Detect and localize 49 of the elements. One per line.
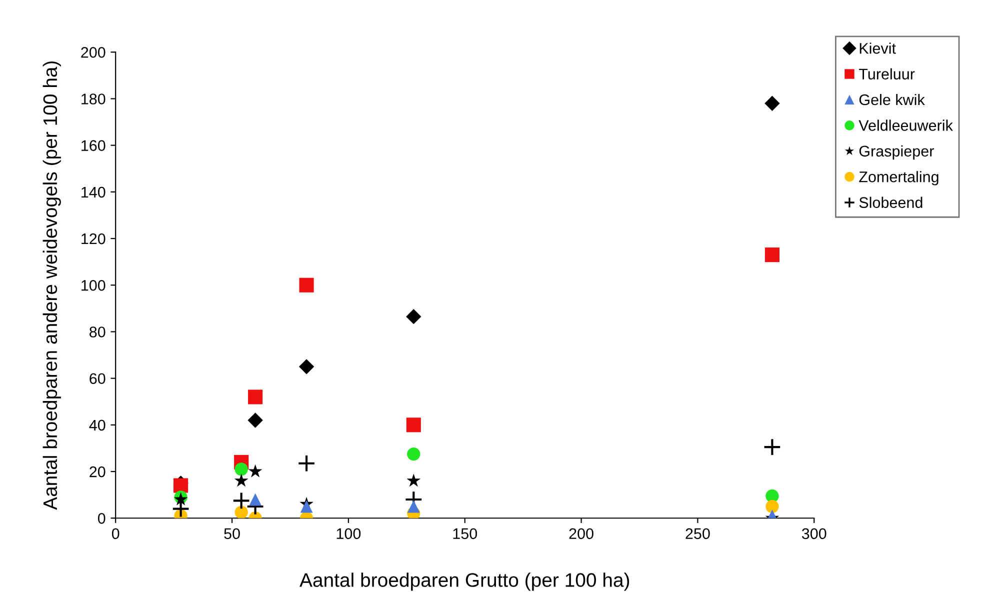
x-tick-label: 250: [686, 528, 710, 540]
point: [406, 308, 422, 324]
point: [174, 478, 188, 493]
point: [764, 96, 780, 111]
y-tick-label: 100: [82, 280, 106, 291]
point: [234, 474, 248, 487]
x-tick-label: 50: [224, 528, 240, 540]
x-axis-title: Aantal broedparen Grutto (per 100 ha): [300, 572, 630, 591]
y-tick-label: 20: [90, 466, 106, 478]
legend-label: Slobeend: [859, 196, 922, 208]
point: [249, 493, 262, 506]
point: [298, 359, 314, 374]
point: [298, 454, 316, 472]
point: [248, 464, 262, 478]
point: [406, 474, 421, 487]
y-tick-label: 180: [82, 94, 106, 104]
point: [407, 447, 420, 461]
legend-label: Zomertaling: [859, 171, 938, 186]
point: [234, 462, 248, 476]
y-tick-label: 160: [82, 140, 106, 152]
y-tick-label: 140: [82, 186, 106, 198]
x-tick-label: 100: [336, 528, 361, 540]
y-tick-label: 60: [90, 373, 106, 384]
legend-label: Tureluur: [858, 68, 915, 80]
point: [764, 248, 780, 262]
point: [407, 500, 420, 513]
point: [248, 412, 263, 428]
y-tick-label: 0: [98, 513, 106, 524]
legend-label: Veldleeuwerik: [858, 120, 953, 131]
point: [766, 500, 779, 514]
legend-label: Kievit: [860, 42, 896, 54]
legend-label: Graspieper: [859, 145, 934, 160]
point: [232, 492, 250, 510]
point: [300, 500, 313, 513]
x-tick-label: 150: [453, 528, 478, 540]
point: [763, 438, 782, 456]
y-axis-title: Aantal broedparen andere weidevogels (per 100 ha): [42, 61, 61, 510]
point: [406, 418, 421, 432]
point: [299, 278, 314, 292]
point: [248, 390, 263, 404]
y-tick-label: 40: [89, 420, 106, 431]
legend-label: Gele kwik: [859, 94, 925, 106]
point: [234, 506, 248, 518]
x-tick-label: 0: [112, 528, 120, 540]
x-tick-label: 200: [569, 528, 594, 540]
x-tick-label: 300: [802, 528, 826, 540]
y-tick-label: 200: [81, 46, 106, 58]
y-tick-label: 120: [82, 233, 106, 244]
y-tick-label: 80: [90, 326, 106, 338]
